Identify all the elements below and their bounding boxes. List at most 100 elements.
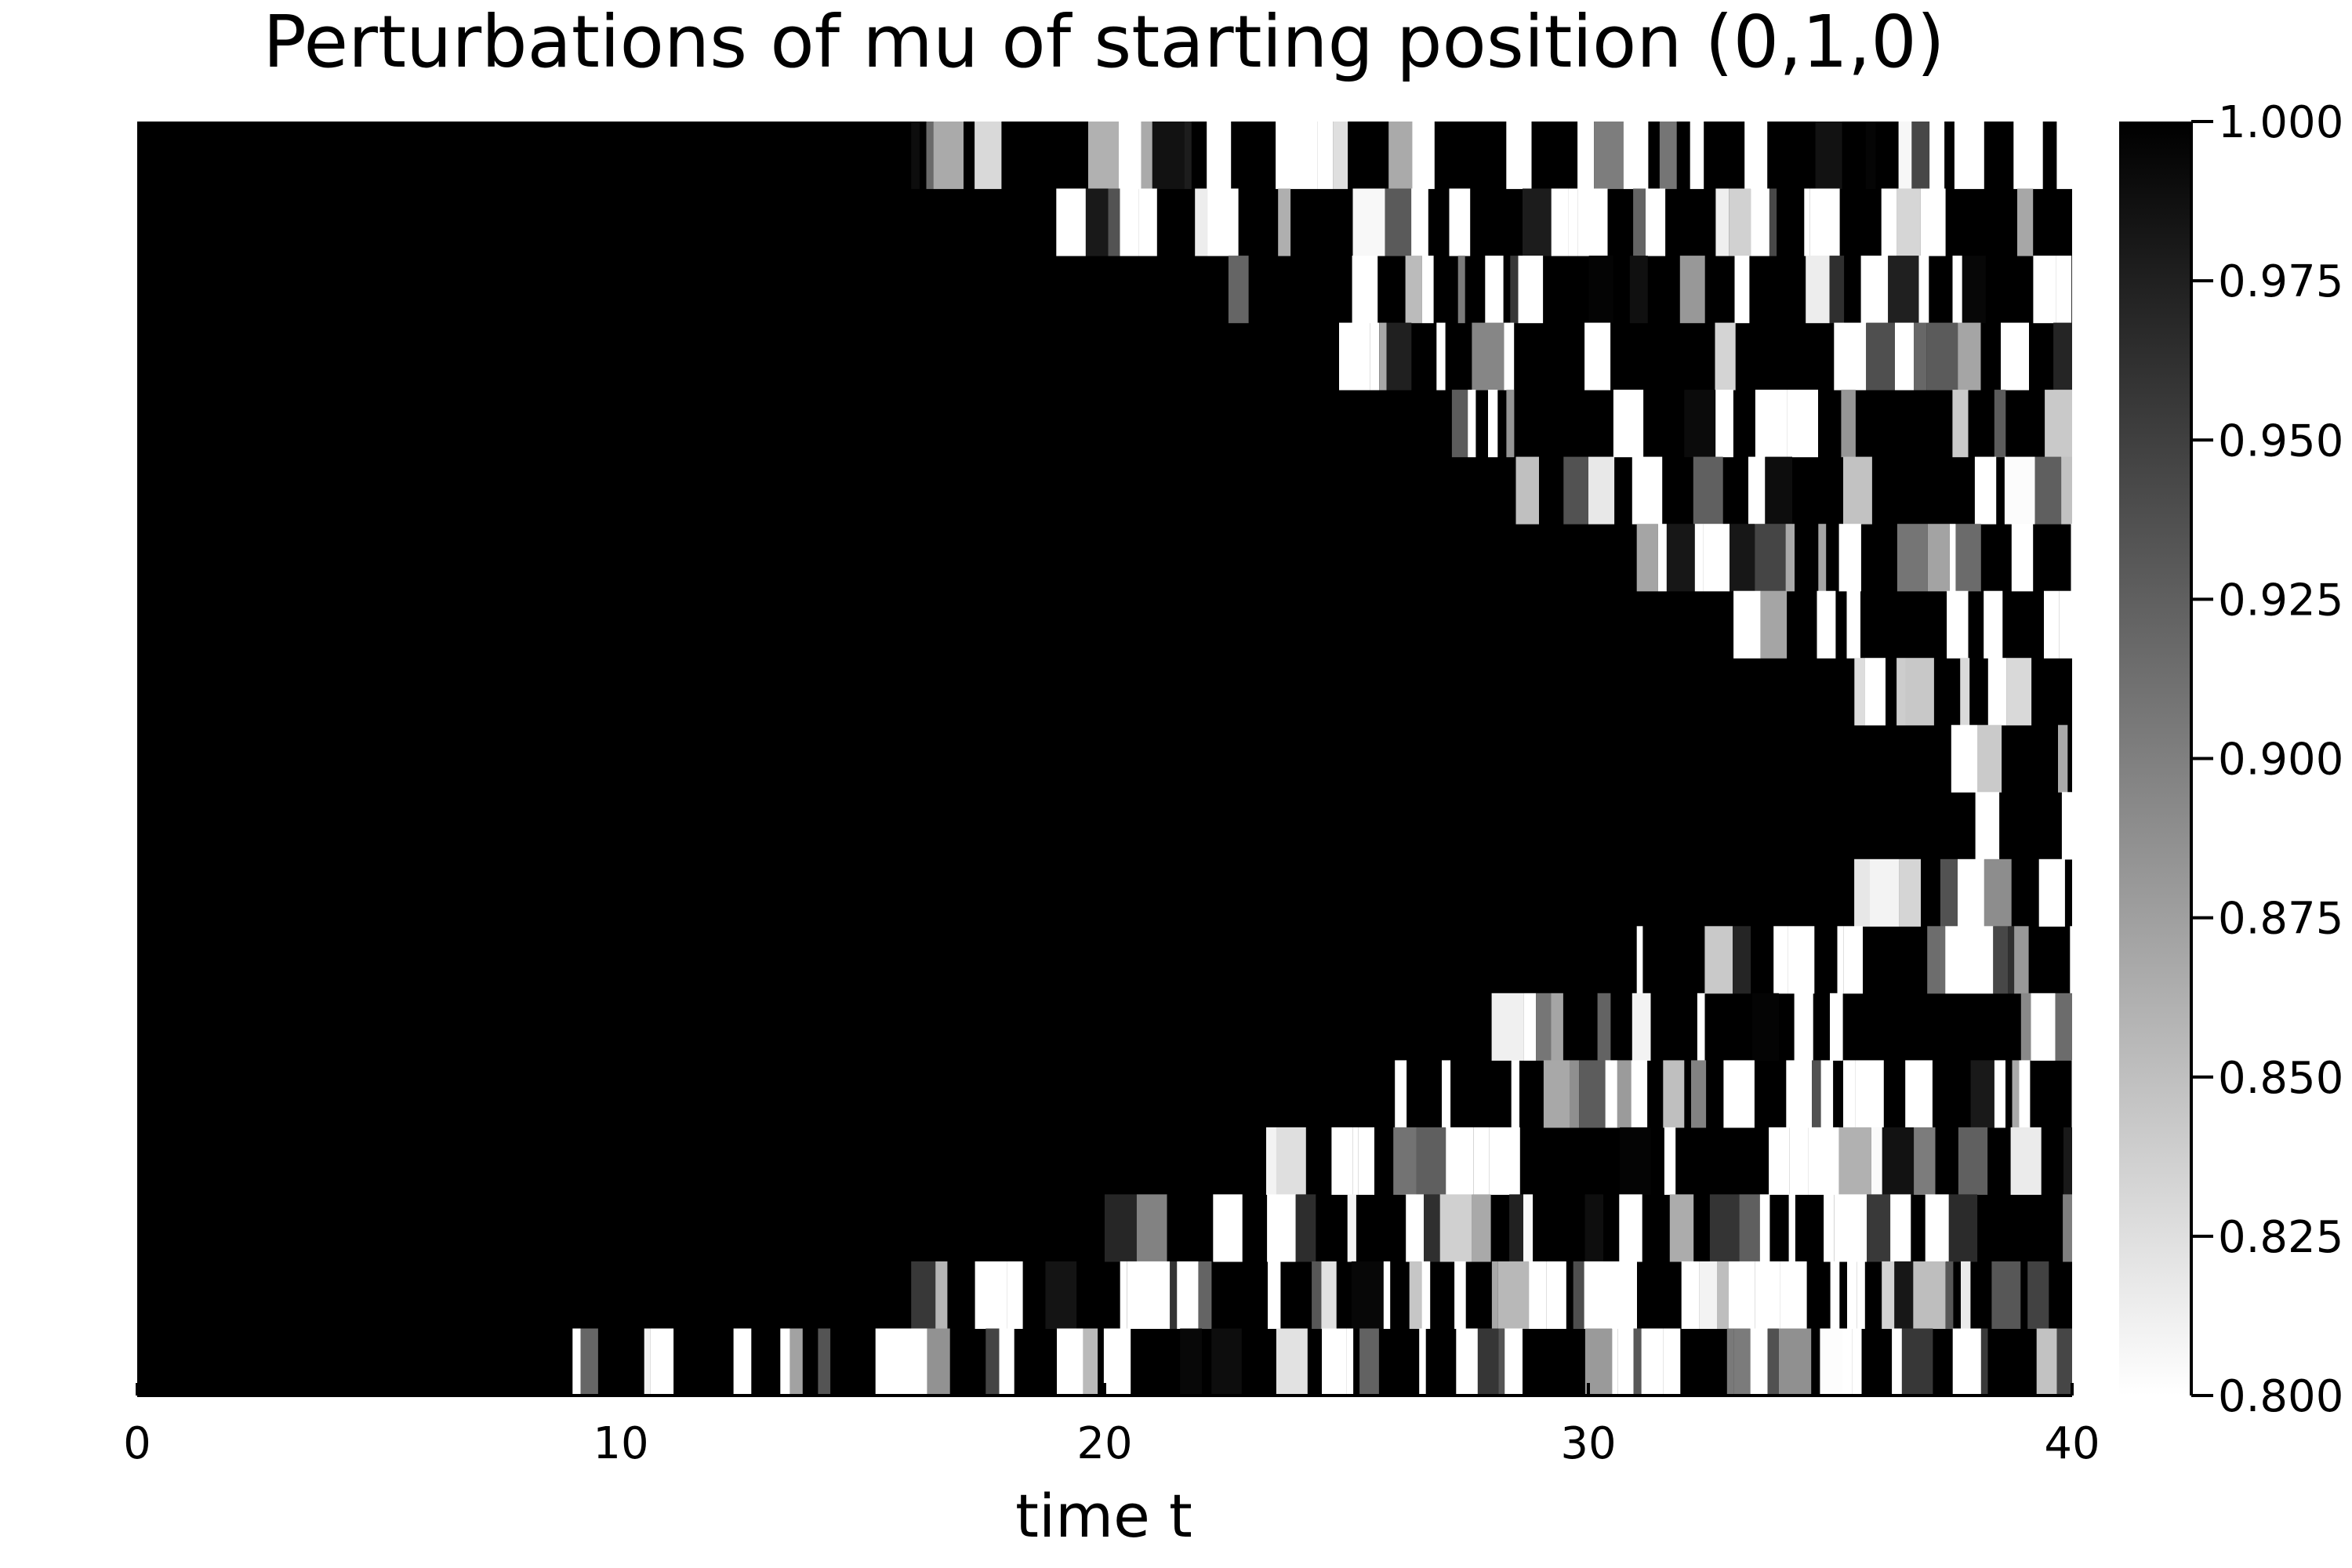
heatmap-cell	[1890, 1194, 1911, 1262]
heatmap-cell	[1730, 524, 1755, 592]
heatmap-cell	[1786, 1060, 1813, 1128]
heatmap-cell	[644, 1328, 651, 1396]
heatmap-cell	[1785, 524, 1795, 592]
heatmap-cell	[1918, 256, 1929, 324]
heatmap-cell	[1632, 993, 1651, 1061]
heatmap-cell	[1436, 322, 1446, 390]
heatmap-cell	[1808, 1127, 1839, 1195]
heatmap-cell	[1446, 1127, 1474, 1195]
heatmap-cell	[1882, 1127, 1915, 1195]
heatmap-cell	[1666, 524, 1695, 592]
heatmap-cell	[2017, 188, 2034, 256]
heatmap-cell	[1852, 1328, 1862, 1396]
colorbar-tick-label: 0.875	[2218, 894, 2343, 945]
heatmap-cell	[1865, 122, 1876, 190]
heatmap-cell	[1472, 1194, 1491, 1262]
heatmap-cell	[1895, 322, 1915, 390]
heatmap-cell	[1794, 993, 1813, 1061]
heatmap-cell	[1751, 188, 1769, 256]
heatmap-cell	[1152, 122, 1185, 190]
heatmap-cell	[1842, 1328, 1853, 1396]
heatmap-cell	[1211, 1328, 1242, 1396]
heatmap-cell	[1914, 322, 1927, 390]
heatmap-cell	[1830, 993, 1843, 1061]
heatmap-cell	[1994, 1060, 2005, 1128]
heatmap-cell	[1504, 322, 1515, 390]
heatmap-cell	[1477, 1328, 1499, 1396]
heatmap-cell	[1843, 456, 1872, 524]
heatmap-cell	[1511, 1060, 1519, 1128]
heatmap-cell	[1088, 122, 1119, 190]
heatmap-cell	[572, 1328, 581, 1396]
heatmap-cell	[1815, 122, 1842, 190]
heatmap-cell	[1485, 256, 1504, 324]
heatmap-cell	[1806, 256, 1830, 324]
heatmap-cell	[1905, 658, 1934, 726]
heatmap-cell	[1954, 122, 1984, 190]
heatmap-cell	[1497, 1261, 1530, 1329]
heatmap-cell	[1834, 1194, 1867, 1262]
heatmap-cell	[2063, 1127, 2072, 1195]
heatmap-cell	[1385, 188, 1412, 256]
heatmap-cell	[1563, 456, 1588, 524]
heatmap-cell	[1346, 1328, 1354, 1396]
heatmap-cell	[1812, 1060, 1821, 1128]
heatmap-cell	[1927, 524, 1950, 592]
heatmap-cell	[1333, 122, 1348, 190]
heatmap-cell	[2071, 524, 2072, 592]
heatmap-cell	[1726, 1328, 1734, 1396]
heatmap-background	[137, 122, 2072, 1396]
heatmap-cell	[1804, 188, 1810, 256]
heatmap-cell	[1108, 188, 1120, 256]
heatmap-cell	[1352, 1127, 1359, 1195]
heatmap-cell	[1693, 456, 1723, 524]
heatmap-cell	[1882, 1261, 1895, 1329]
heatmap-cell	[1551, 188, 1569, 256]
heatmap-cell	[1523, 993, 1537, 1061]
heatmap-cell	[2055, 993, 2072, 1061]
heatmap-cell	[1523, 188, 1552, 256]
heatmap-cell	[2036, 1328, 2057, 1396]
heatmap-cell	[1704, 926, 1733, 994]
heatmap-cell	[1669, 1194, 1694, 1262]
heatmap-cell	[1278, 188, 1291, 256]
heatmap-cell	[1339, 322, 1370, 390]
heatmap-cell	[2058, 724, 2068, 793]
heatmap-cell	[1213, 1194, 1243, 1262]
heatmap-cell	[1267, 1194, 1296, 1262]
heatmap-cell	[1925, 1194, 1949, 1262]
heatmap-cell	[1331, 1127, 1345, 1195]
heatmap-cell	[1729, 188, 1751, 256]
heatmap-cell	[1007, 1261, 1023, 1329]
heatmap-cell	[1518, 256, 1544, 324]
heatmap-cell	[1927, 926, 1946, 994]
heatmap-cell	[1703, 524, 1730, 592]
heatmap-cell	[1787, 390, 1818, 458]
heatmap-cell	[1120, 1261, 1127, 1329]
heatmap-cell	[2061, 792, 2072, 860]
heatmap-cell	[2059, 590, 2072, 659]
heatmap-cell	[1439, 1194, 1472, 1262]
heatmap-cell	[1345, 1127, 1353, 1195]
heatmap-cell	[1926, 322, 1958, 390]
heatmap-cell	[1994, 390, 2006, 458]
heatmap-cell	[1855, 1060, 1884, 1128]
heatmap-cell	[1570, 1060, 1580, 1128]
heatmap-cell	[1870, 858, 1900, 927]
heatmap-cell	[1633, 188, 1646, 256]
heatmap-cell	[1536, 993, 1552, 1061]
heatmap-cell	[1960, 658, 1970, 726]
heatmap-cell	[2006, 658, 2032, 726]
heatmap-cell	[1847, 1261, 1857, 1329]
heatmap-cell	[1276, 122, 1296, 190]
heatmap-cell	[1141, 122, 1152, 190]
x-tick-label: 30	[1560, 1418, 1616, 1469]
heatmap-cell	[1180, 1328, 1203, 1396]
heatmap-cell	[1755, 390, 1788, 458]
x-tick-label: 40	[2044, 1418, 2100, 1469]
heatmap-cell	[2010, 1127, 2042, 1195]
heatmap-cell	[1663, 1060, 1685, 1128]
heatmap-cell	[1962, 256, 1986, 324]
heatmap-cell	[1817, 590, 1836, 659]
heatmap-cell	[650, 1328, 674, 1396]
